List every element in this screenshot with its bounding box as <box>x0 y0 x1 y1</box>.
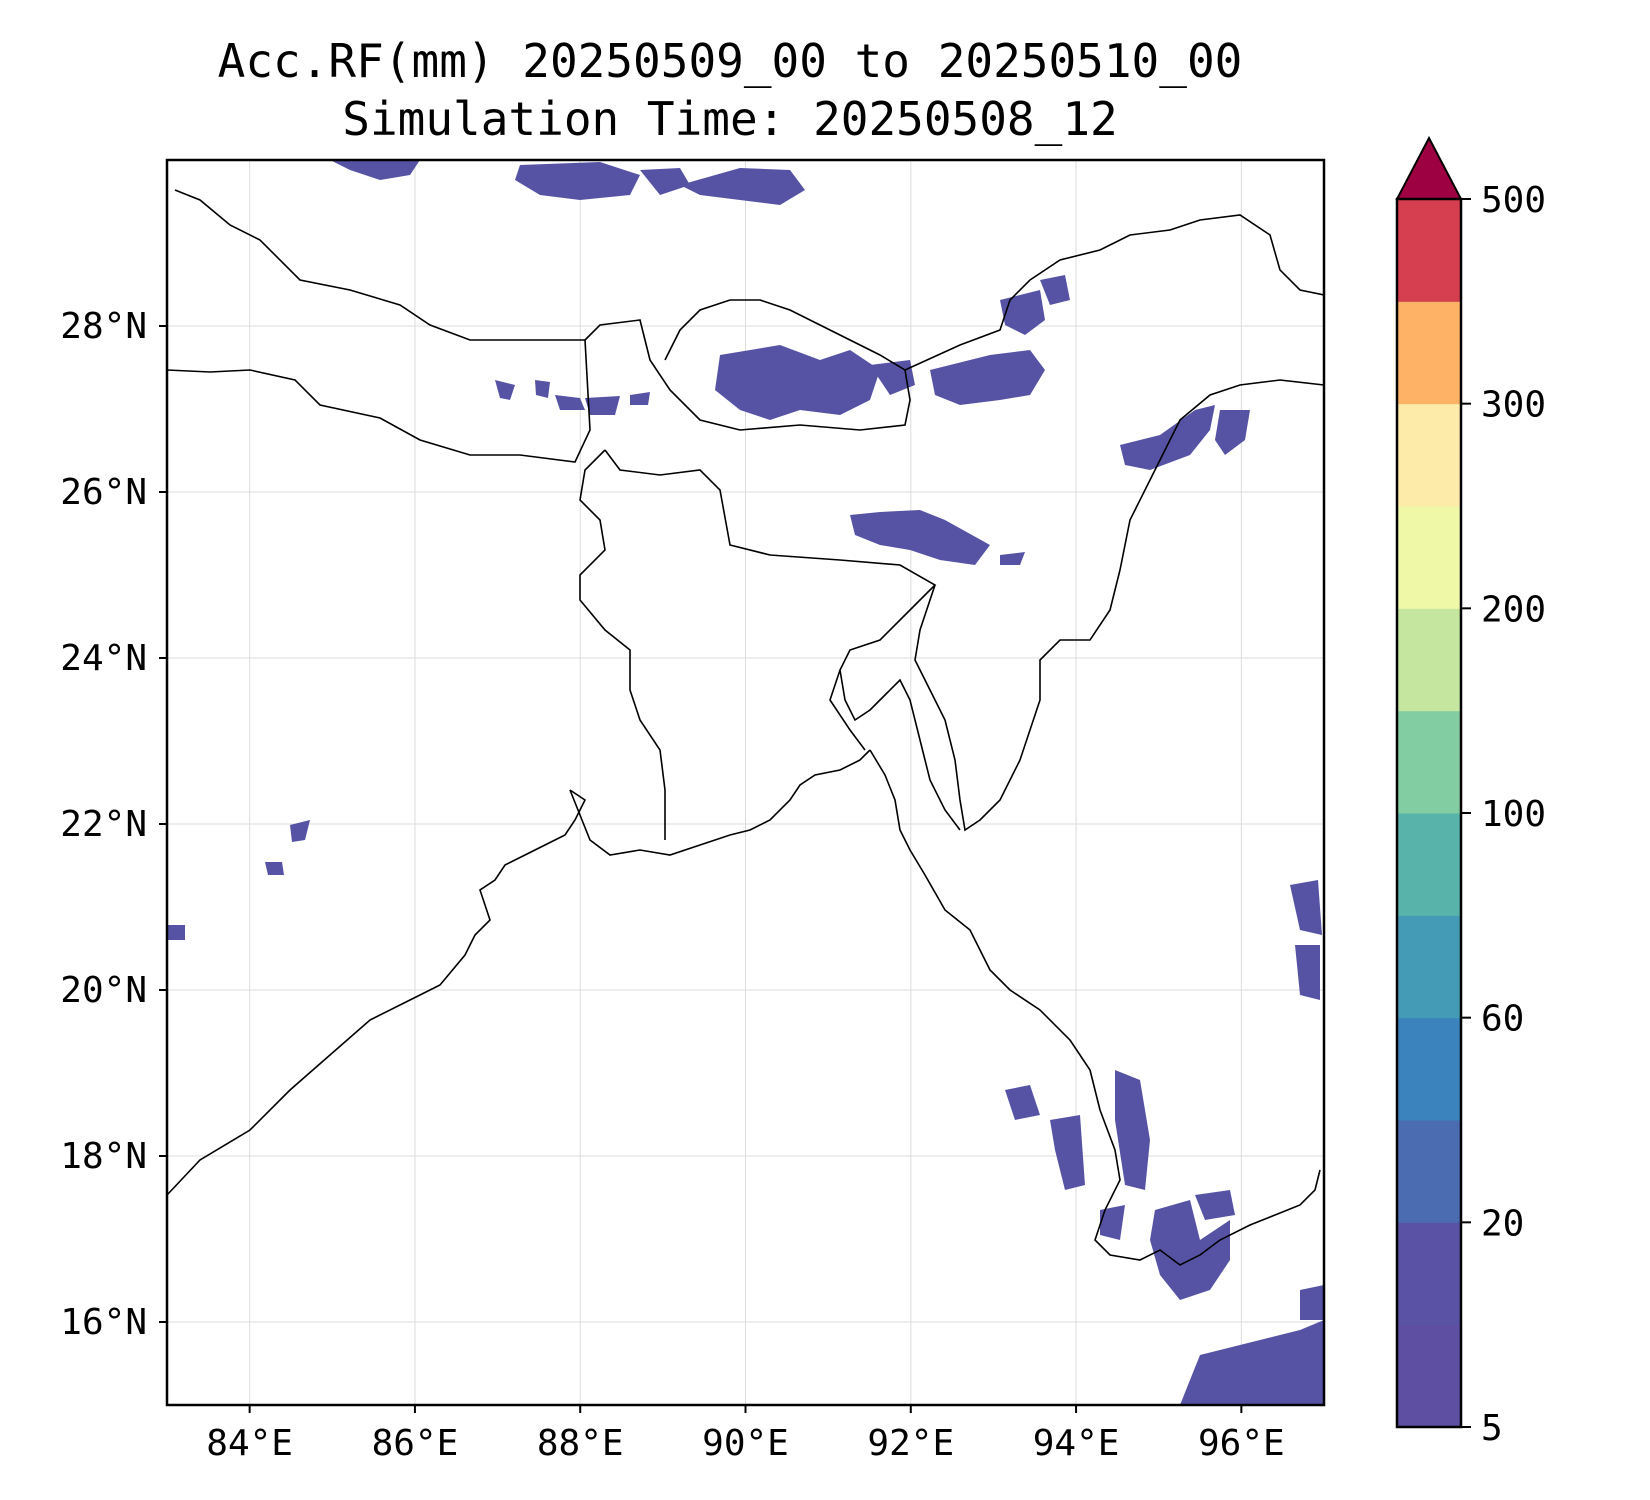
colorbar: 5 20 60 100 200 300 500 <box>1395 135 1546 1449</box>
rain-patch <box>1000 552 1025 565</box>
y-tick-label: 20°N <box>60 970 147 1011</box>
rain-patch <box>290 820 310 842</box>
rain-patch <box>585 396 620 415</box>
y-tick-label: 26°N <box>60 472 147 513</box>
colorbar-bin <box>1397 301 1461 405</box>
colorbar-bin <box>1397 199 1461 302</box>
colorbar-tick-label: 100 <box>1481 794 1546 835</box>
x-tick-label: 88°E <box>537 1423 624 1464</box>
rain-patch <box>555 395 585 410</box>
rain-patch <box>1180 1320 1324 1405</box>
rain-patch <box>1150 1200 1230 1300</box>
rain-patch <box>1050 1115 1085 1190</box>
colorbar-bin <box>1397 1017 1461 1121</box>
border-myanmar-india <box>914 379 1324 832</box>
border-ne-india <box>904 214 1324 371</box>
rain-patch <box>1000 290 1045 335</box>
y-tick-label: 18°N <box>60 1136 147 1177</box>
x-tick-label: 92°E <box>867 1423 954 1464</box>
rainfall-layer <box>167 160 1324 1405</box>
x-tick-label: 86°E <box>372 1423 459 1464</box>
colorbar-tick-label: 500 <box>1481 180 1546 221</box>
rain-patch <box>495 380 515 400</box>
rain-patch <box>850 510 990 565</box>
colorbar-bin <box>1397 608 1461 712</box>
rain-patch <box>640 168 690 195</box>
coastline-bengal <box>569 749 871 856</box>
coastline-west <box>167 789 587 1196</box>
map-subtitle: Simulation Time: 20250508_12 <box>342 92 1118 146</box>
rain-patch <box>1290 880 1322 935</box>
rain-patch <box>535 380 550 398</box>
rain-patch <box>630 392 650 405</box>
x-axis: 84°E 86°E 88°E 90°E 92°E 94°E 96°E <box>206 1405 1285 1464</box>
border-tripura <box>839 669 961 831</box>
x-tick-label: 96°E <box>1198 1423 1285 1464</box>
border-nepal <box>167 189 591 463</box>
border-sikkim-bhutan <box>584 299 911 431</box>
y-tick-label: 22°N <box>60 804 147 845</box>
rain-patch <box>1005 1085 1040 1120</box>
x-tick-label: 94°E <box>1033 1423 1120 1464</box>
rain-patch <box>1100 1205 1125 1240</box>
colorbar-bin <box>1397 1120 1461 1223</box>
gridlines <box>167 160 1324 1405</box>
colorbar-bin <box>1397 1222 1461 1326</box>
coastlines-borders <box>167 189 1324 1266</box>
colorbar-tick-label: 200 <box>1481 589 1546 630</box>
colorbar-tick-label: 5 <box>1481 1408 1503 1449</box>
colorbar-bin <box>1397 506 1461 609</box>
x-tick-label: 90°E <box>702 1423 789 1464</box>
colorbar-bin <box>1397 403 1461 507</box>
y-tick-label: 28°N <box>60 306 147 347</box>
rain-patch <box>1040 275 1070 305</box>
rain-patch <box>1195 1190 1235 1220</box>
map-title: Acc.RF(mm) 20250509_00 to 20250510_00 <box>217 34 1243 88</box>
y-axis: 28°N 26°N 24°N 22°N 20°N 18°N 16°N <box>60 306 167 1343</box>
border-bangladesh <box>604 449 937 751</box>
rain-patch <box>1115 1070 1150 1190</box>
rain-patch <box>1120 405 1215 470</box>
rain-patch <box>330 160 420 180</box>
colorbar-tick-label: 60 <box>1481 999 1524 1040</box>
y-tick-label: 24°N <box>60 638 147 679</box>
rain-patch <box>167 925 185 940</box>
x-tick-label: 84°E <box>206 1423 293 1464</box>
colorbar-tick-label: 300 <box>1481 385 1546 426</box>
colorbar-bin <box>1397 1324 1461 1428</box>
rain-patch <box>515 162 640 200</box>
border-bangladesh-west <box>579 449 666 840</box>
coastline-myanmar <box>869 749 1321 1266</box>
colorbar-bin <box>1397 813 1461 916</box>
colorbar-bin <box>1397 915 1461 1019</box>
rain-patch <box>1215 410 1250 455</box>
colorbar-extend-arrow <box>1395 135 1463 200</box>
rain-patch <box>265 862 284 875</box>
rain-patch <box>1300 1285 1324 1320</box>
colorbar-bin <box>1397 710 1461 814</box>
colorbar-tick-label: 20 <box>1481 1203 1524 1244</box>
y-tick-label: 16°N <box>60 1302 147 1343</box>
rain-patch <box>680 168 805 205</box>
rain-patch <box>715 345 880 420</box>
rain-patch <box>930 350 1045 405</box>
rain-patch <box>1295 945 1320 1000</box>
